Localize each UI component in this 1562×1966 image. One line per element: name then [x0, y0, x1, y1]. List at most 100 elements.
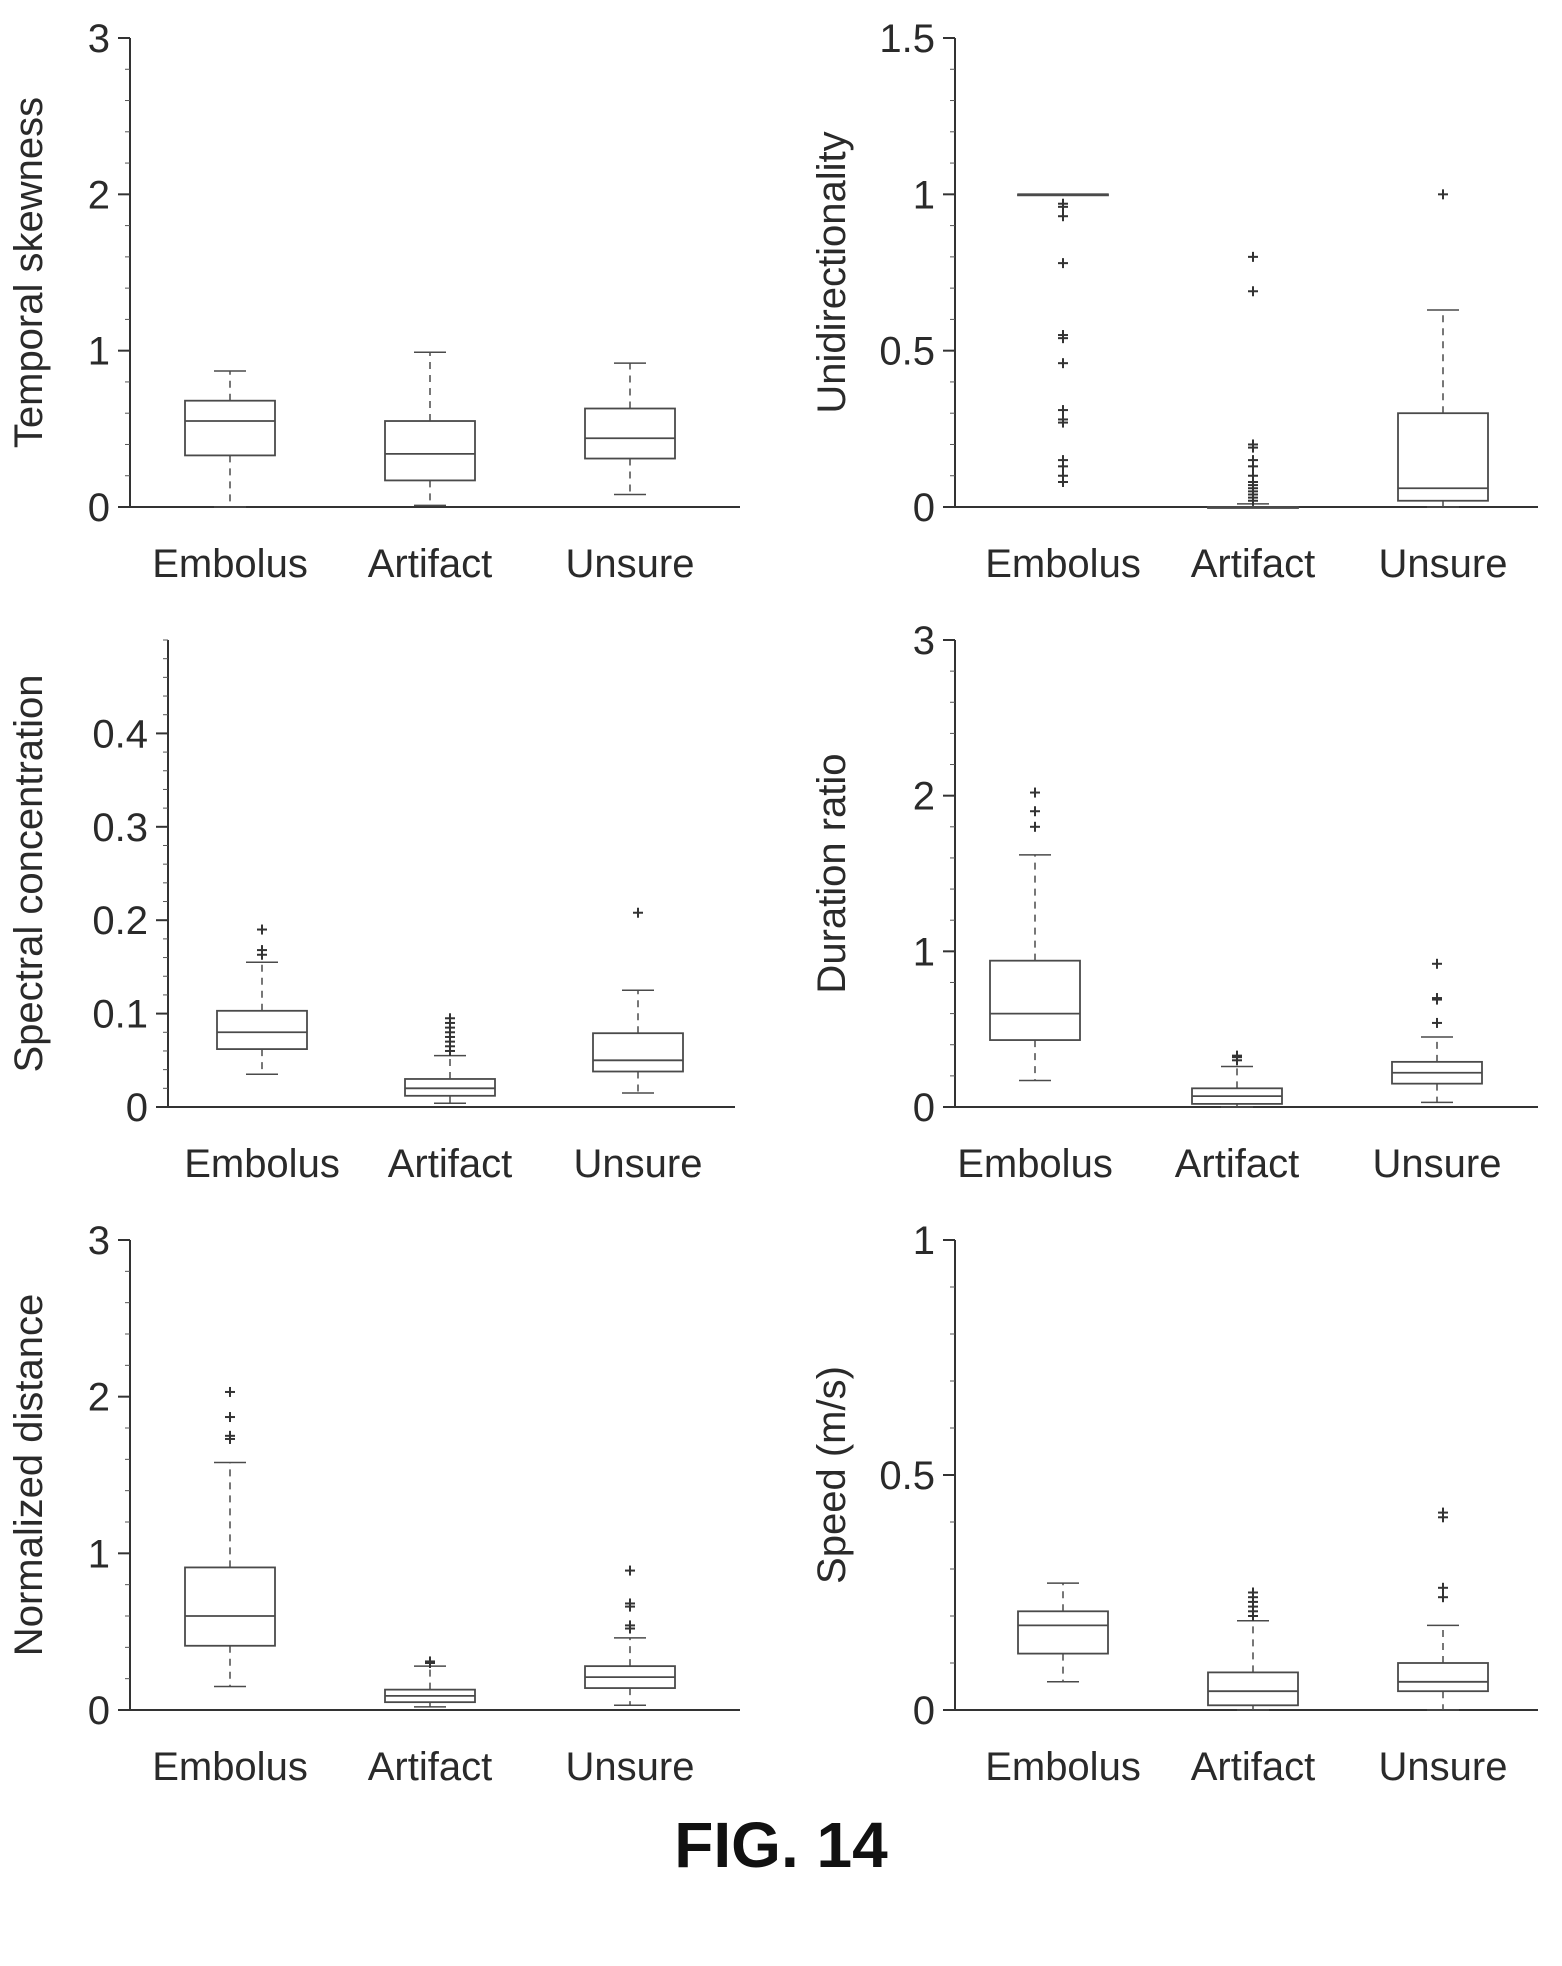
box-embolus — [184, 370, 276, 508]
box-artifact — [1191, 1050, 1283, 1108]
y-tick-label: 1.5 — [879, 17, 935, 61]
figure-label: FIG. 14 — [674, 1809, 888, 1881]
outlier-point — [225, 1386, 235, 1397]
outlier-point — [625, 1565, 635, 1576]
box-unsure — [584, 362, 676, 496]
x-tick-label: Unsure — [566, 542, 695, 586]
x-tick-label: Artifact — [388, 1142, 512, 1186]
iqr-box — [592, 1032, 684, 1073]
x-tick-label: Artifact — [1175, 1142, 1299, 1186]
x-tick-label: Artifact — [368, 542, 492, 586]
y-tick-label: 0 — [88, 1689, 110, 1733]
iqr-box — [1397, 1662, 1489, 1693]
y-tick-label: 0.2 — [92, 899, 148, 943]
box-artifact — [384, 1656, 476, 1708]
outlier-point — [1248, 251, 1258, 262]
y-tick-label: 1 — [88, 330, 110, 374]
box-unsure — [592, 907, 684, 1094]
outlier-point — [1248, 286, 1258, 297]
x-tick-label: Unsure — [1379, 542, 1508, 586]
box-unsure — [1397, 189, 1489, 508]
outlier-point — [1432, 958, 1442, 969]
outlier-point — [225, 1412, 235, 1423]
y-tick-label: 0.1 — [92, 993, 148, 1037]
iqr-box — [989, 959, 1081, 1041]
outlier-point — [1030, 821, 1040, 832]
box-embolus — [1017, 193, 1109, 487]
y-axis-title: Temporal skewness — [7, 97, 51, 448]
iqr-box — [384, 420, 476, 482]
box-embolus — [989, 787, 1081, 1082]
outlier-point — [257, 924, 267, 935]
y-tick-label: 0 — [913, 1689, 935, 1733]
x-tick-label: Unsure — [1379, 1745, 1508, 1789]
chart-panel-3: 0 0.1 0.2 0.3 0.4 Spectral concentration Embol… — [7, 639, 735, 1186]
box-artifact — [404, 1013, 496, 1105]
box-embolus — [1017, 1582, 1109, 1683]
x-tick-label: Embolus — [985, 1745, 1141, 1789]
outlier-point — [1058, 405, 1068, 416]
y-tick-label: 1 — [913, 1219, 935, 1263]
x-tick-label: Embolus — [152, 1745, 308, 1789]
outlier-point — [445, 1013, 455, 1024]
outlier-point — [257, 945, 267, 956]
y-tick-label: 3 — [88, 1219, 110, 1263]
box-unsure — [1397, 1507, 1489, 1711]
outlier-point — [1030, 787, 1040, 798]
box-artifact — [1207, 1587, 1299, 1711]
outlier-point — [1058, 455, 1068, 466]
y-tick-label: 3 — [913, 619, 935, 663]
y-tick-label: 1 — [913, 930, 935, 974]
outlier-point — [1248, 439, 1258, 450]
y-tick-label: 0.5 — [879, 330, 935, 374]
iqr-box — [184, 1566, 276, 1647]
iqr-box — [216, 1009, 308, 1050]
iqr-box — [1397, 412, 1489, 502]
y-axis-title: Duration ratio — [810, 753, 854, 993]
x-tick-label: Artifact — [368, 1745, 492, 1789]
outlier-point — [1438, 1507, 1448, 1518]
box-unsure — [1391, 958, 1483, 1104]
outlier-point — [1058, 258, 1068, 269]
y-tick-label: 0 — [913, 1086, 935, 1130]
outlier-point — [1058, 330, 1068, 341]
y-tick-label: 0 — [913, 486, 935, 530]
outlier-point — [1058, 211, 1068, 222]
chart-panel-5: 0 1 2 3 Normalized distance Embolus Artifact Un… — [7, 1219, 740, 1789]
outlier-point — [1432, 993, 1442, 1004]
x-tick-label: Artifact — [1191, 542, 1315, 586]
y-tick-label: 1 — [88, 1532, 110, 1576]
y-tick-label: 2 — [88, 173, 110, 217]
outlier-point — [1058, 414, 1068, 425]
chart-panel-1: 0 1 2 3 Temporal skewness Embolus Artifact Unsu… — [7, 17, 740, 586]
chart-panel-6: 0 0.5 1 Speed (m/s) Embolus Artifact Unsure — [810, 1219, 1538, 1789]
outlier-point — [1248, 455, 1258, 466]
outlier-point — [1438, 1582, 1448, 1593]
outlier-point — [1058, 470, 1068, 481]
outlier-point — [1030, 806, 1040, 817]
y-tick-label: 0.5 — [879, 1454, 935, 1498]
iqr-box — [1207, 1671, 1299, 1707]
x-tick-label: Embolus — [985, 542, 1141, 586]
outlier-point — [625, 1598, 635, 1609]
chart-panel-4: 0 1 2 3 Duration ratio Embolus Artifact Unsure — [810, 619, 1538, 1186]
iqr-box — [184, 399, 276, 457]
box-embolus — [184, 1386, 276, 1688]
y-tick-label: 3 — [88, 17, 110, 61]
y-axis-title: Normalized distance — [7, 1294, 51, 1656]
y-tick-label: 1 — [913, 173, 935, 217]
chart-panel-2: 0 0.5 1 1.5 Unidirectionality Embolus Artifact… — [810, 17, 1538, 586]
box-embolus — [216, 924, 308, 1076]
iqr-box — [584, 407, 676, 460]
y-tick-label: 0 — [126, 1086, 148, 1130]
outlier-point — [633, 907, 643, 918]
outlier-point — [1058, 358, 1068, 369]
y-tick-label: 2 — [88, 1376, 110, 1420]
y-axis-title: Unidirectionality — [810, 131, 854, 413]
box-artifact — [384, 351, 476, 507]
outlier-point — [1232, 1050, 1242, 1061]
outlier-point — [225, 1430, 235, 1441]
x-tick-label: Unsure — [566, 1745, 695, 1789]
iqr-box — [1017, 1610, 1109, 1655]
